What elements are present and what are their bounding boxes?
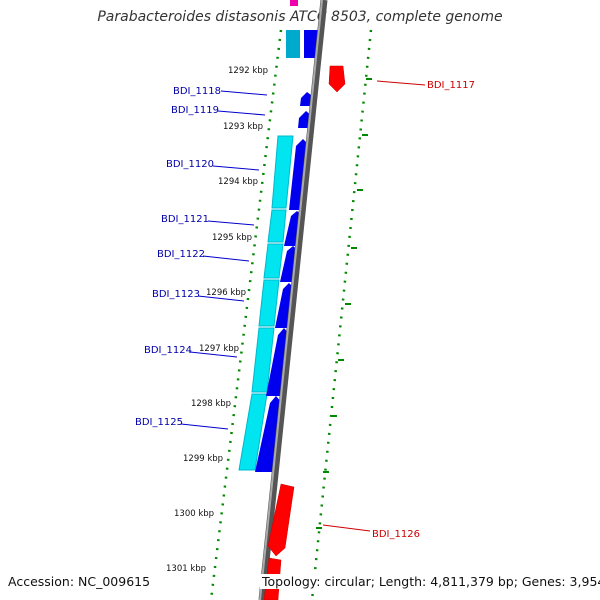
ruler-label: 1295 kbp xyxy=(212,233,252,243)
top-partial-gene xyxy=(304,30,318,58)
ruler-label: 1299 kbp xyxy=(183,454,223,464)
ruler-label: 1301 kbp xyxy=(166,564,206,574)
outer-tick-marks xyxy=(316,78,372,529)
genome-summary: Topology: circular; Length: 4,811,379 bp… xyxy=(260,574,600,589)
gene-label: BDI_1120 xyxy=(166,159,214,170)
ruler-label: 1294 kbp xyxy=(218,177,258,187)
gene-label: BDI_1121 xyxy=(161,214,209,225)
ruler-label: 1297 kbp xyxy=(199,344,239,354)
gene-label: BDI_1125 xyxy=(135,417,183,428)
gene-arrow-BDI_1126 xyxy=(267,483,295,557)
ruler-label: 1292 kbp xyxy=(228,66,268,76)
ruler-label: 1296 kbp xyxy=(206,288,246,298)
gene-label: BDI_1119 xyxy=(171,105,219,116)
gene-label: BDI_1123 xyxy=(152,289,200,300)
gene-arrow-BDI_1117 xyxy=(328,65,346,93)
top-partial-marker xyxy=(290,0,298,6)
gene-label: BDI_1122 xyxy=(157,249,205,260)
outer-guide-ring xyxy=(310,29,373,600)
ruler-label: 1300 kbp xyxy=(174,509,214,519)
cds-track xyxy=(238,135,294,471)
right-gene-labels: BDI_1117 BDI_1126 xyxy=(322,80,475,540)
gene-label: BDI_1118 xyxy=(173,86,221,97)
ruler-labels: 1292 kbp 1293 kbp 1294 kbp 1295 kbp 1296… xyxy=(166,66,268,574)
gene-label: BDI_1124 xyxy=(144,345,192,356)
inner-guide-ring xyxy=(209,29,283,600)
gene-arrow-BDI_1125 xyxy=(255,396,282,472)
gene-label: BDI_1126 xyxy=(372,529,420,540)
ruler-label: 1298 kbp xyxy=(191,399,231,409)
top-partial-cds xyxy=(286,30,300,58)
accession-label: Accession: NC_009615 xyxy=(8,574,151,589)
genome-backbone-highlight xyxy=(259,0,323,600)
map-title: Parabacteroides distasonis ATCC 8503, co… xyxy=(97,9,503,25)
genome-backbone xyxy=(258,0,328,600)
left-gene-labels: BDI_1118 BDI_1119 BDI_1120 BDI_1121 BDI_… xyxy=(135,86,268,430)
gene-label: BDI_1117 xyxy=(427,80,475,91)
ruler-label: 1293 kbp xyxy=(223,122,263,132)
